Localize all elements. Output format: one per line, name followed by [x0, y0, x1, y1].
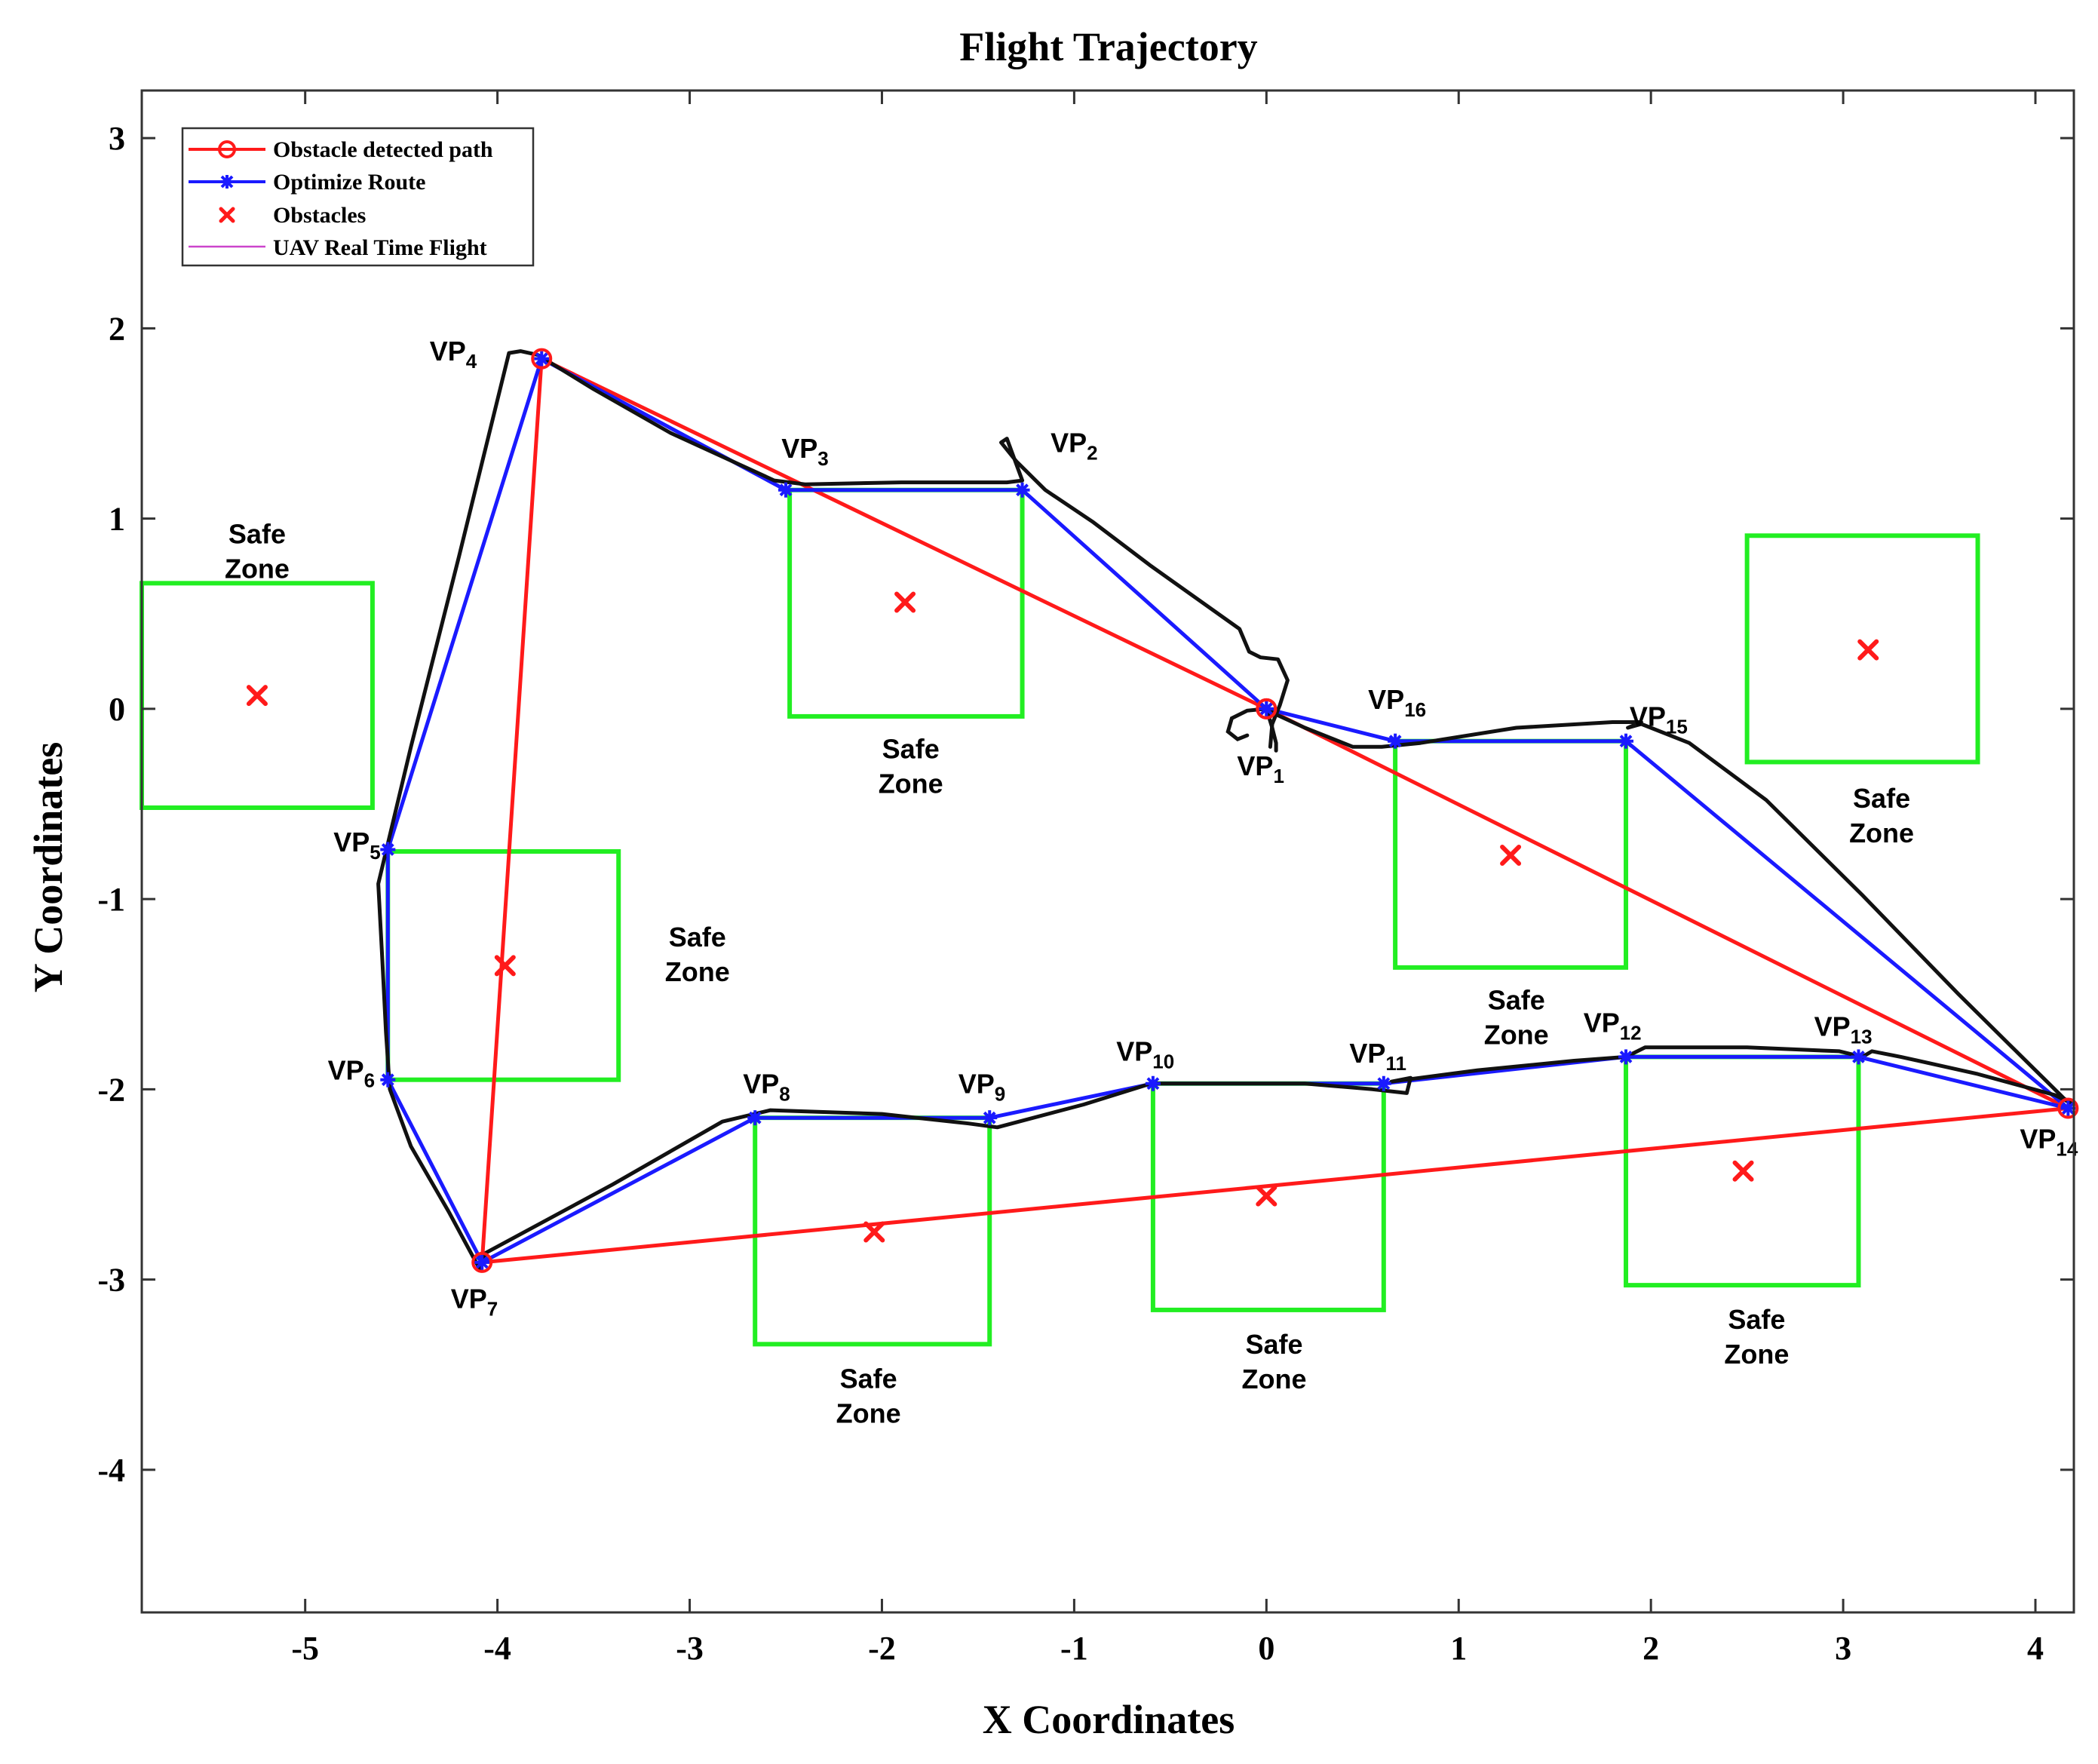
- optimized-route-point: [380, 1072, 396, 1088]
- waypoint-label: VP10: [1116, 1035, 1174, 1072]
- optimized-route-point: [747, 1110, 763, 1126]
- x-tick-label: 3: [1835, 1630, 1851, 1667]
- safe-zone-label: Safe Zone: [225, 518, 290, 584]
- waypoint-label: VP11: [1349, 1038, 1406, 1075]
- x-tick-label: 4: [2027, 1630, 2044, 1667]
- safe-zone-label: Safe Zone: [1849, 783, 1914, 848]
- y-axis-label: Y Coordinates: [26, 742, 71, 993]
- legend-marker-optimized-route: [220, 175, 234, 189]
- y-tick-label: 2: [109, 310, 125, 347]
- waypoint-label: VP16: [1368, 684, 1426, 721]
- y-tick-label: 0: [109, 691, 125, 728]
- obstacle-point: [1500, 845, 1522, 867]
- obstacle-path-point: [531, 348, 553, 370]
- optimized-route-point: [380, 842, 396, 857]
- optimized-route-point: [982, 1110, 998, 1126]
- optimized-route-point: [534, 351, 550, 367]
- obstacle-path-point: [471, 1251, 493, 1273]
- obstacle-point: [246, 685, 268, 707]
- y-tick-label: -1: [97, 881, 125, 918]
- optimized-route-point: [1388, 733, 1403, 749]
- optimized-route-point: [1014, 482, 1030, 498]
- waypoint-label: VP4: [430, 336, 477, 373]
- safe-zone-label: Safe Zone: [1724, 1304, 1789, 1370]
- waypoint-label: VP13: [1814, 1011, 1873, 1048]
- y-tick-label: -4: [97, 1452, 125, 1489]
- x-tick-label: 1: [1450, 1630, 1467, 1667]
- plot-frame: [140, 89, 2075, 1614]
- optimized-route-point: [1145, 1075, 1161, 1091]
- x-tick-label: -5: [291, 1630, 319, 1667]
- y-tick-label: 3: [109, 120, 125, 157]
- series-uav-real-time-flight: [376, 349, 2076, 1272]
- legend-label-obstacles: Obstacles: [273, 203, 366, 228]
- series-uav-flight-loop: [1225, 707, 1268, 742]
- obstacle-path-point: [2057, 1097, 2079, 1119]
- legend: Obstacle detected path Optimize Route Ob…: [181, 127, 535, 267]
- optimized-route-point: [474, 1254, 490, 1270]
- x-tick-label: 2: [1643, 1630, 1659, 1667]
- waypoint-label: VP9: [959, 1068, 1006, 1105]
- optimized-route-point: [1618, 1049, 1634, 1065]
- waypoint-label: VP8: [743, 1068, 790, 1105]
- obstacle-point: [863, 1221, 885, 1243]
- axis-ticks: -5 -4 -3 -2 -1 0 1 2 3 4 3 2 1 0 -1 -2 -3 -4: [97, 91, 2074, 1667]
- safe-zone-label: Safe Zone: [836, 1363, 901, 1428]
- chart-title: Flight Trajectory: [959, 24, 1257, 69]
- y-tick-label: 1: [109, 501, 125, 538]
- waypoint-label: VP5: [333, 827, 381, 864]
- waypoint-label: VP12: [1584, 1008, 1642, 1045]
- obstacle-point: [1256, 1185, 1278, 1207]
- plot-area: Safe Zone Safe Zone Safe Zone Safe Zone Safe Zone…: [140, 336, 2079, 1428]
- x-axis-label: X Coordinates: [983, 1697, 1235, 1742]
- waypoint-label: VP2: [1051, 427, 1098, 464]
- optimized-route-point: [1259, 701, 1274, 716]
- safe-zone-label: Safe Zone: [1484, 984, 1549, 1050]
- obstacle-path-point: [1256, 698, 1278, 719]
- optimized-route-point: [1851, 1049, 1866, 1065]
- x-tick-label: -1: [1060, 1630, 1088, 1667]
- legend-box: [181, 127, 535, 267]
- obstacle-point: [1857, 639, 1879, 661]
- legend-marker-obstacles: [219, 207, 235, 223]
- waypoint-label: VP15: [1630, 701, 1688, 738]
- legend-marker-obstacle-path: [218, 140, 236, 158]
- legend-label-optimized-route: Optimize Route: [273, 170, 425, 195]
- obstacle-point: [894, 591, 916, 613]
- waypoint-label: VP3: [781, 433, 829, 470]
- safe-zone-label: Safe Zone: [879, 733, 943, 799]
- x-tick-label: -3: [676, 1630, 704, 1667]
- waypoint-label: VP1: [1237, 750, 1284, 787]
- waypoint-label: VP6: [328, 1055, 376, 1092]
- optimized-route-point: [778, 482, 793, 498]
- obstacle-point: [494, 955, 516, 977]
- safe-zone-box: [1744, 533, 1980, 765]
- obstacle-point: [1732, 1160, 1754, 1182]
- x-tick-label: -4: [483, 1630, 511, 1667]
- optimized-route-point: [1618, 733, 1634, 749]
- legend-label-obstacle-path: Obstacle detected path: [273, 137, 493, 162]
- safe-zone-label: Safe Zone: [665, 922, 730, 987]
- y-tick-label: -3: [97, 1262, 125, 1299]
- y-tick-label: -2: [97, 1071, 125, 1108]
- optimized-route-point: [1376, 1075, 1391, 1091]
- x-tick-label: 0: [1258, 1630, 1274, 1667]
- x-tick-label: -2: [868, 1630, 896, 1667]
- safe-zone-label: Safe Zone: [1242, 1329, 1307, 1394]
- legend-label-uav-flight: UAV Real Time Flight: [273, 235, 487, 260]
- waypoint-label: VP7: [451, 1283, 498, 1320]
